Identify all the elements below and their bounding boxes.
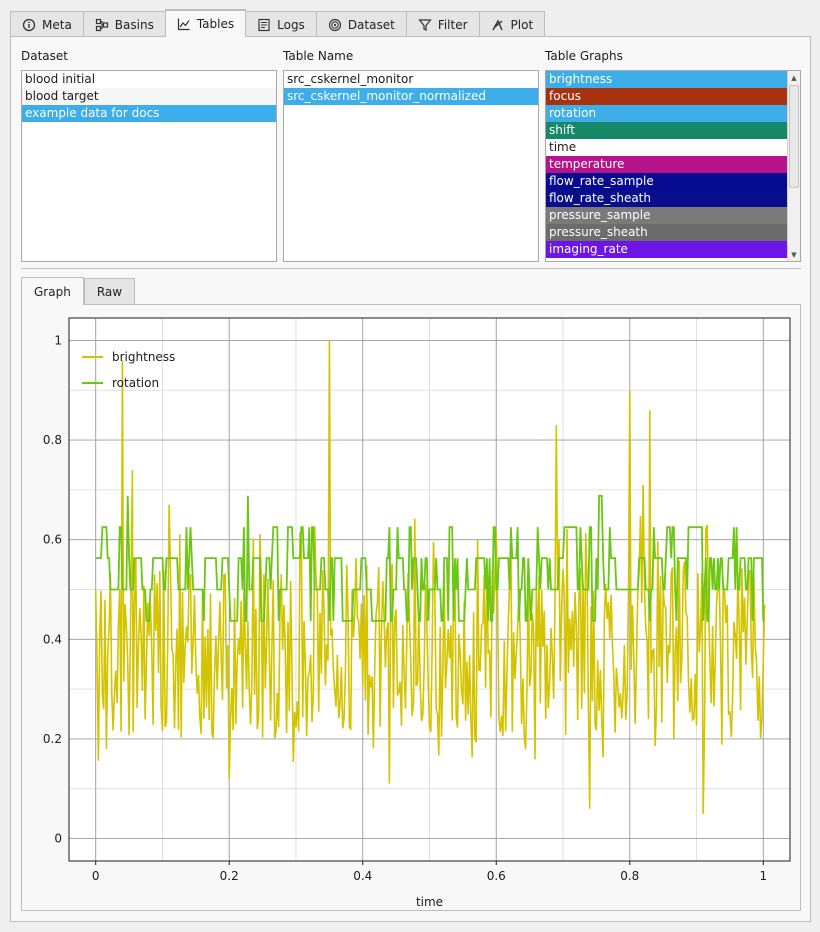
panel-separator: [21, 268, 801, 269]
subtab-graph[interactable]: Graph: [21, 277, 84, 305]
graph-item-pressure-sample[interactable]: pressure_sample: [546, 207, 787, 224]
scroll-up-arrow-icon[interactable]: ▲: [791, 73, 797, 82]
basins-icon: [95, 18, 109, 32]
tables-panel: Dataset Table Name Table Graphs blood in…: [10, 36, 811, 922]
x-axis-label: time: [416, 895, 443, 909]
tab-label: Basins: [114, 17, 154, 32]
plot-frame: [68, 317, 791, 862]
x-tick-label: 0: [92, 869, 100, 883]
y-tick-label: 0: [54, 832, 62, 846]
tab-basins[interactable]: Basins: [82, 11, 165, 37]
graph-item-focus[interactable]: focus: [546, 88, 787, 105]
y-tick-label: 0.2: [43, 732, 62, 746]
table-graphs-items: brightness focus rotation shift time temperat…: [546, 71, 800, 258]
table-graphs-scrollbar[interactable]: ▲ ▼: [787, 71, 800, 261]
graph-item-brightness[interactable]: brightness: [546, 71, 787, 88]
info-icon: [22, 18, 36, 32]
table-graphs-label: Table Graphs: [545, 49, 623, 63]
tab-label: Logs: [277, 17, 305, 32]
tab-logs[interactable]: Logs: [246, 11, 316, 37]
legend-label-rotation: rotation: [112, 376, 159, 390]
list-item[interactable]: blood initial: [25, 72, 96, 86]
list-item[interactable]: src_cskernel_monitor_normalized: [284, 88, 538, 105]
tab-tables[interactable]: Tables: [164, 9, 247, 37]
tab-filter[interactable]: Filter: [405, 11, 479, 37]
tab-label: Tables: [196, 17, 235, 31]
y-tick-label: 0.4: [43, 632, 62, 646]
list-item[interactable]: src_cskernel_monitor: [287, 72, 414, 86]
x-tick-label: 0.6: [487, 869, 506, 883]
graph-item-flow-rate-sample[interactable]: flow_rate_sample: [546, 173, 787, 190]
scroll-down-arrow-icon[interactable]: ▼: [791, 250, 797, 259]
plot-icon: [491, 18, 505, 32]
graph-item-flow-rate-sheath[interactable]: flow_rate_sheath: [546, 190, 787, 207]
x-tick-label: 0.2: [220, 869, 239, 883]
x-tick-label: 1: [759, 869, 767, 883]
y-tick-label: 0.6: [43, 533, 62, 547]
list-item[interactable]: blood target: [22, 88, 276, 105]
table-name-list[interactable]: src_cskernel_monitor src_cskernel_monitor…: [283, 70, 539, 262]
table-graphs-list[interactable]: brightness focus rotation shift time temperat…: [545, 70, 801, 262]
legend-label-brightness: brightness: [112, 350, 175, 364]
logs-icon: [257, 18, 271, 32]
graph-tab-bar: Graph Raw: [21, 277, 136, 305]
dataset-list[interactable]: blood initial blood target example data fo…: [21, 70, 277, 262]
tab-label: Plot: [510, 17, 534, 32]
tab-label: Filter: [437, 17, 468, 32]
series-rotation-line: [95, 494, 765, 622]
graph-panel: 0 0.2 0.4 0.6 0.8 1 0 0.2 0.4 0.6 0.8 1 time brightne…: [21, 304, 801, 911]
table-name-label: Table Name: [283, 49, 354, 63]
x-tick-label: 0.4: [353, 869, 372, 883]
y-tick-label: 0.8: [43, 433, 62, 447]
graph-item-imaging-rate[interactable]: imaging_rate: [546, 241, 787, 258]
chart-line-icon: [177, 17, 191, 31]
filter-icon: [418, 18, 432, 32]
graph-item-time[interactable]: time: [546, 139, 787, 156]
dataset-label: Dataset: [21, 49, 68, 63]
list-item[interactable]: example data for docs: [22, 105, 276, 122]
graph-item-shift[interactable]: shift: [546, 122, 787, 139]
dataset-icon: [328, 18, 342, 32]
series-brightness-line: [94, 340, 766, 814]
main-tab-bar: Meta Basins Tables Logs Dataset Filter Plot: [10, 9, 546, 37]
table-graph-chart: 0 0.2 0.4 0.6 0.8 1 0 0.2 0.4 0.6 0.8 1 time brightne…: [43, 317, 791, 909]
graph-item-pressure-sheath[interactable]: pressure_sheath: [546, 224, 787, 241]
graph-item-temperature[interactable]: temperature: [546, 156, 787, 173]
tab-label: Meta: [42, 17, 72, 32]
scrollbar-thumb[interactable]: [789, 85, 799, 188]
tab-label: Dataset: [347, 17, 395, 32]
y-tick-label: 1: [54, 333, 62, 347]
tab-dataset[interactable]: Dataset: [315, 11, 406, 37]
x-tick-label: 0.8: [620, 869, 639, 883]
subtab-raw[interactable]: Raw: [83, 278, 136, 304]
tab-plot[interactable]: Plot: [478, 11, 546, 37]
tab-meta[interactable]: Meta: [10, 11, 83, 37]
graph-item-rotation[interactable]: rotation: [546, 105, 787, 122]
